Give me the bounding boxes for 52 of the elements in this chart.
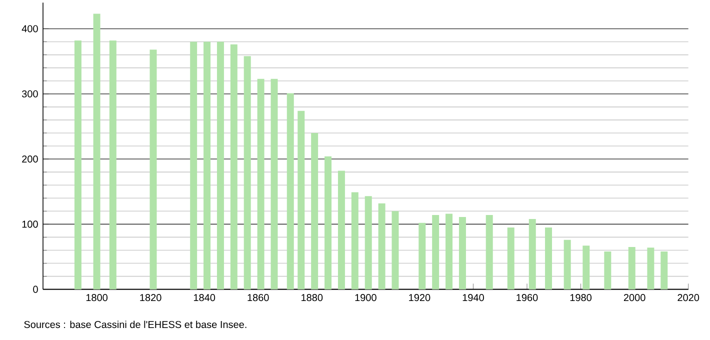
bar [446,214,453,290]
bar [190,42,198,290]
y-tick-label: 100 [22,220,38,228]
bar [93,14,100,290]
bar [628,246,636,290]
bar [604,252,612,290]
y-tick-label: 300 [22,90,38,98]
bar [486,215,493,290]
x-tick-label: 2020 [678,294,700,302]
x-tick-label: 1920 [409,294,430,302]
bar [109,40,116,290]
bar [647,248,654,290]
x-tick-label: 1900 [355,294,376,302]
bar [660,252,668,290]
bar [507,227,514,290]
bar [458,217,466,290]
bar [216,42,224,290]
bar [311,132,318,290]
bar [564,240,571,290]
bar [364,196,372,290]
bar [230,44,238,290]
y-tick-label: 400 [22,25,38,32]
x-tick-label: 1840 [194,294,216,302]
bar [257,78,264,290]
y-tick-label: 0 [33,286,38,293]
bar [150,50,157,290]
bar [378,203,386,290]
bar [270,78,278,290]
bar [418,222,426,290]
x-tick-label: 2000 [624,294,646,302]
bar [298,110,305,290]
bar [392,211,399,290]
bar [351,192,358,290]
y-tick-label: 200 [22,155,38,163]
source-note: Sources : base Cassini de l'EHESS et base Insee. [24,320,246,328]
x-tick-label: 1980 [570,294,592,302]
bar [338,170,345,290]
bar [432,215,440,290]
x-tick-label: 1800 [86,294,108,302]
x-tick-label: 1820 [140,294,162,302]
bar [244,56,251,290]
bar [286,93,294,290]
bar [324,156,332,290]
bar [74,40,82,290]
bar [204,42,211,290]
bar [528,218,536,290]
bar [582,246,590,290]
x-tick-label: 1860 [248,294,269,302]
bar [545,227,552,290]
x-tick-label: 1880 [302,294,323,302]
x-tick-label: 1940 [462,294,484,302]
x-tick-label: 1960 [516,294,538,302]
